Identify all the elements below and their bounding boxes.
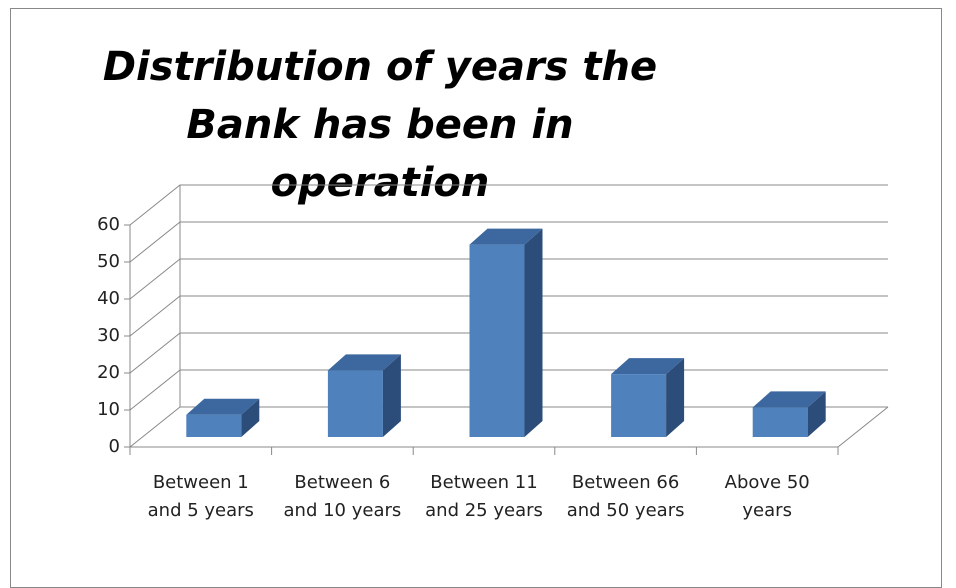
bar-top xyxy=(611,358,685,375)
bar-top xyxy=(469,228,543,245)
y-tick-label: 60 xyxy=(97,214,120,235)
x-tick-label: Between 11 and 25 years xyxy=(425,472,543,521)
x-tick-label: Between 1 and 5 years xyxy=(147,472,254,521)
bar-side xyxy=(666,358,685,437)
chart-title: Distribution of years the Bank has been … xyxy=(102,44,658,206)
bar-front xyxy=(469,244,525,437)
floor-edge xyxy=(837,406,889,448)
x-tick-label: Above 50 years xyxy=(724,472,810,521)
bar xyxy=(327,354,401,437)
y-tick-label: 40 xyxy=(97,288,120,309)
grid-line xyxy=(129,184,888,226)
bar-front xyxy=(186,414,242,437)
y-tick-label: 20 xyxy=(97,362,120,383)
bar-top xyxy=(186,398,260,415)
bar-side xyxy=(524,228,543,437)
grid-line xyxy=(129,332,888,374)
bar-front xyxy=(752,407,808,437)
bar xyxy=(611,358,685,437)
y-tick-label: 0 xyxy=(109,436,120,457)
grid-line xyxy=(129,295,888,337)
bar-top xyxy=(327,354,401,371)
bar-side xyxy=(382,354,401,437)
y-tick-label: 10 xyxy=(97,399,120,420)
bar-front xyxy=(327,370,383,437)
y-tick-label: 30 xyxy=(97,325,120,346)
x-tick-label: Between 66 and 50 years xyxy=(566,472,685,521)
bar xyxy=(186,398,260,437)
bar-front xyxy=(611,374,667,437)
grid-line xyxy=(129,258,888,300)
bar-side xyxy=(807,391,826,437)
bar xyxy=(752,391,826,437)
y-tick-label: 50 xyxy=(97,251,120,272)
grid-line xyxy=(129,221,888,263)
bar xyxy=(469,228,543,437)
bar-side xyxy=(241,398,260,437)
bar-top xyxy=(752,391,826,408)
x-tick-label: Between 6 and 10 years xyxy=(283,472,402,521)
